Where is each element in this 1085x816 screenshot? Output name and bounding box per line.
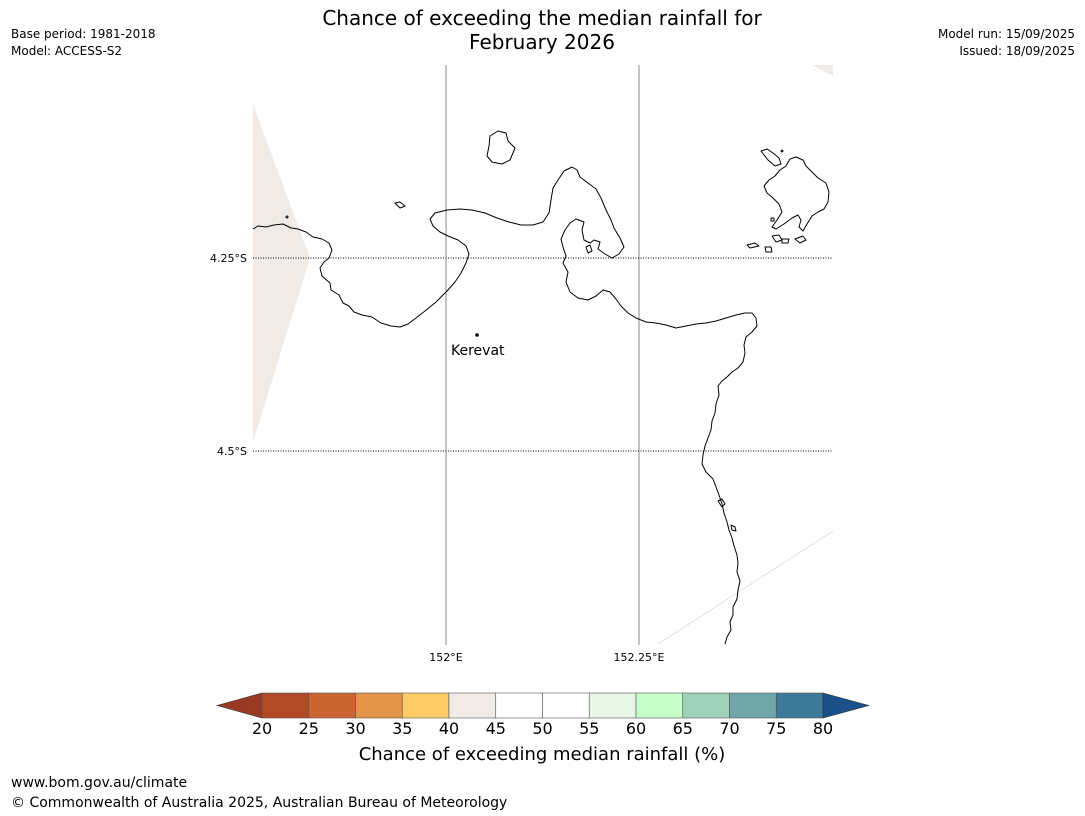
- coastline-islet-1: [394, 201, 406, 209]
- coastline-islet-11: [285, 215, 289, 219]
- colorbar-tick-label: 45: [485, 719, 506, 738]
- colorbar-segment: [308, 692, 356, 719]
- region-boundary-line: [657, 530, 834, 645]
- colorbar-tick-label: 80: [812, 719, 834, 738]
- colorbar-segment: [448, 692, 497, 719]
- colorbar-segment: [682, 692, 730, 719]
- coastline-islet-6: [764, 246, 773, 253]
- coastline: [252, 130, 830, 645]
- colorbar-segment: [355, 692, 403, 719]
- colorbar-over-arrow: [822, 692, 871, 719]
- coastline-islet-4: [730, 524, 737, 532]
- colorbar-segment: [588, 692, 637, 719]
- colorbar-segment: [261, 692, 310, 719]
- coastline-islet-2: [585, 244, 593, 254]
- colorbar-tick-label: 70: [719, 719, 740, 738]
- lon-label-152-25: 152.25°E: [614, 651, 665, 664]
- metadata-right: Model run: 15/09/2025 Issued: 18/09/2025: [938, 26, 1075, 60]
- model-text: Model: ACCESS-S2: [11, 44, 123, 58]
- colorbar-segment: [495, 692, 543, 719]
- footer-url[interactable]: www.bom.gov.au/climate: [11, 775, 188, 791]
- lon-label-152: 152°E: [429, 651, 462, 664]
- colorbar-tick-label: 60: [625, 719, 647, 738]
- coastline-island-north: [486, 130, 516, 165]
- metadata-left: Base period: 1981-2018 Model: ACCESS-S2: [11, 26, 156, 60]
- lat-label-4-5: 4.5°S: [217, 445, 247, 458]
- colorbar-tick-label: 20: [251, 719, 273, 738]
- title-line-1: Chance of exceeding the median rainfall …: [322, 6, 762, 30]
- kerevat-marker: [475, 333, 479, 337]
- colorbar: [215, 692, 871, 719]
- colorbar-tick-label: 35: [392, 719, 413, 738]
- title-line-2: February 2026: [469, 30, 615, 54]
- chart-title: Chance of exceeding the median rainfall …: [242, 6, 842, 54]
- colorbar-segment: [729, 692, 777, 719]
- colorbar-segment: [635, 692, 684, 719]
- colorbar-segment: [401, 692, 450, 719]
- forecast-shading-left: [253, 104, 310, 442]
- model-run-text: Model run: 15/09/2025: [937, 27, 1075, 41]
- colorbar-tick-label: 75: [766, 719, 787, 738]
- kerevat-label: Kerevat: [451, 343, 505, 359]
- colorbar-tick-label: 50: [532, 719, 553, 738]
- coastline-duke-of-york: [760, 148, 830, 232]
- coastline-islet-3: [717, 498, 726, 508]
- map-area: [253, 65, 833, 645]
- colorbar-tick-label: 40: [438, 719, 460, 738]
- colorbar-tick-label: 25: [298, 719, 319, 738]
- colorbar-segment: [542, 692, 590, 719]
- coastline-islet-5: [746, 242, 760, 249]
- colorbar-segment: [775, 692, 824, 719]
- coastline-islet-12: [780, 149, 784, 153]
- issued-text: Issued: 18/09/2025: [959, 44, 1075, 58]
- coastline-islet-9: [794, 235, 807, 244]
- colorbar-under-arrow: [215, 692, 263, 719]
- coastline-main: [252, 166, 758, 645]
- colorbar-tick-label: 55: [579, 719, 600, 738]
- footer-copyright: © Commonwealth of Australia 2025, Austra…: [11, 795, 508, 811]
- coastline-islet-10: [770, 217, 775, 222]
- colorbar-tick-label: 30: [345, 719, 366, 738]
- lat-label-4-25: 4.25°S: [210, 252, 247, 265]
- colorbar-label: Chance of exceeding median rainfall (%): [358, 744, 726, 765]
- base-period-text: Base period: 1981-2018: [11, 27, 156, 41]
- forecast-shading-top-right: [812, 65, 833, 76]
- coastline-islet-8: [781, 238, 790, 244]
- colorbar-tick-label: 65: [672, 719, 693, 738]
- colorbar-ticks: 20 25 30 35 40 45 50 55 60 65 70 75 80: [0, 719, 1085, 739]
